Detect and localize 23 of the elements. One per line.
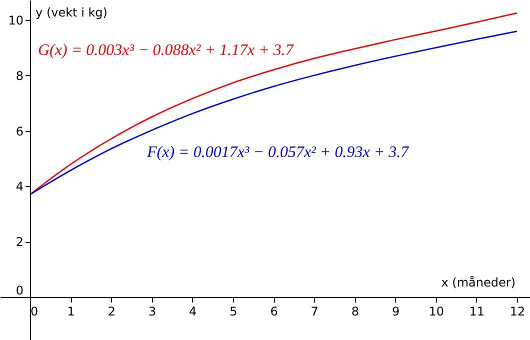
x-tick-label: 0 xyxy=(30,304,38,319)
x-axis-title: x (måneder) xyxy=(441,276,516,290)
y-tick-label: 2 xyxy=(16,235,24,250)
y-tick-label: 8 xyxy=(16,68,24,83)
y-tick-label: 10 xyxy=(8,13,24,28)
x-tick-label: 10 xyxy=(428,304,444,319)
series-label: G(x) = 0.003x³ − 0.088x² + 1.17x + 3.7 xyxy=(38,42,294,59)
y-tick-label: 4 xyxy=(16,180,24,194)
x-tick-label: 4 xyxy=(189,304,197,319)
x-tick-label: 7 xyxy=(310,304,318,319)
x-tick-label: 5 xyxy=(230,304,238,319)
x-tick-label: 11 xyxy=(469,304,485,319)
x-tick-label: 9 xyxy=(392,304,400,319)
x-tick-label: 12 xyxy=(510,304,526,319)
y-tick-label: 6 xyxy=(16,124,24,138)
y-axis-title: y (vekt i kg) xyxy=(36,6,108,20)
x-tick-label: 8 xyxy=(351,304,360,319)
x-tick-label: 2 xyxy=(108,304,116,319)
x-tick-label: 3 xyxy=(148,304,156,319)
y-tick-label: 0 xyxy=(16,284,24,298)
x-tick-label: 6 xyxy=(270,304,278,319)
series-label: F(x) = 0.0017x³ − 0.057x² + 0.93x + 3.7 xyxy=(146,144,410,161)
x-tick-label: 1 xyxy=(67,304,75,319)
